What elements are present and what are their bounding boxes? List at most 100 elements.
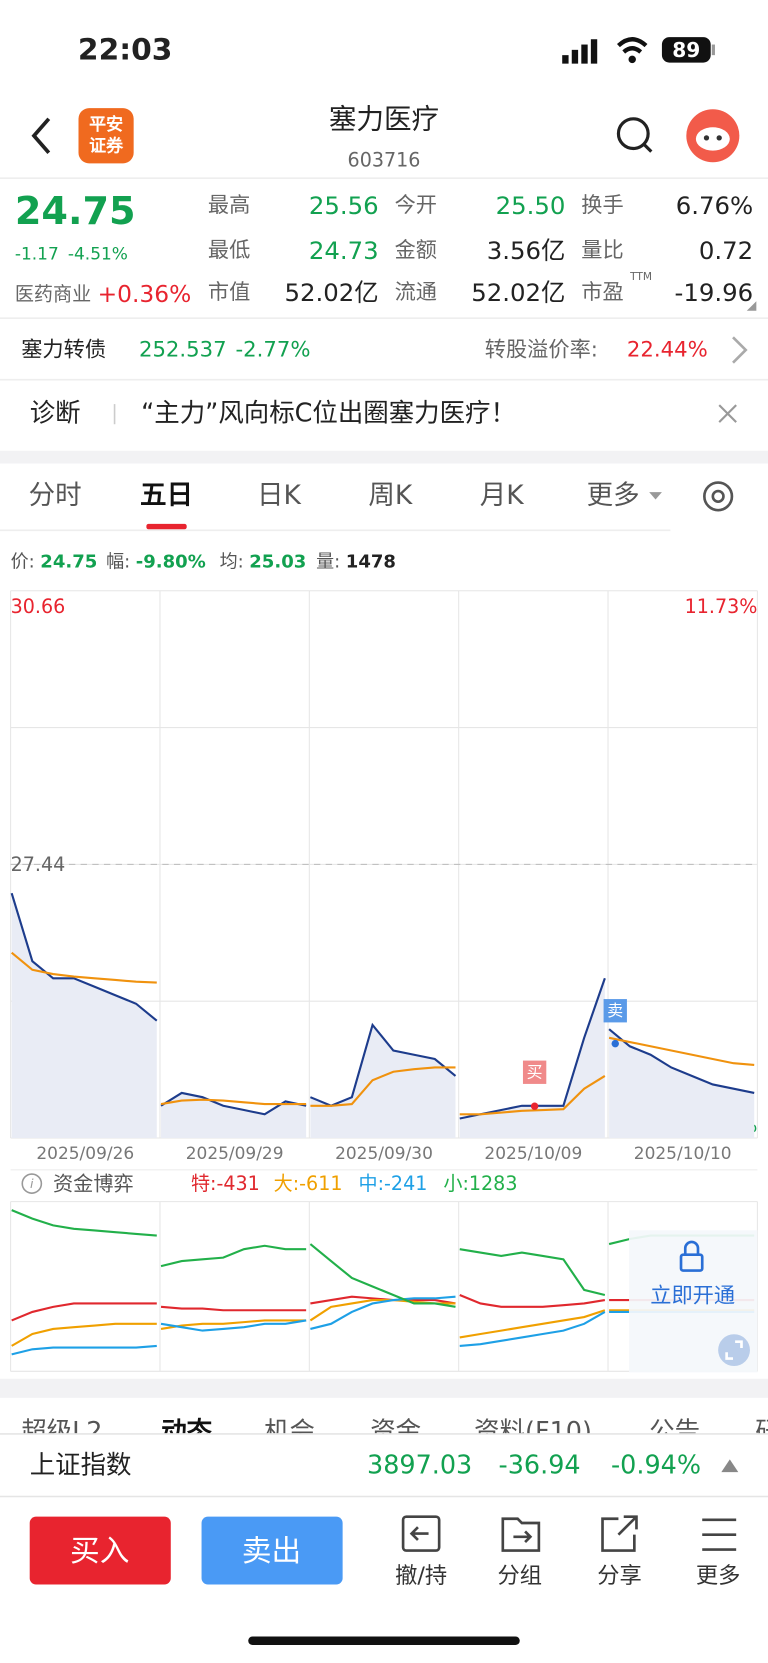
bond-arrow[interactable] xyxy=(732,336,748,364)
fund-line xyxy=(11,1344,157,1356)
price-line xyxy=(608,1028,755,1094)
sector-change: +0.36% xyxy=(98,280,192,308)
fund-line xyxy=(309,1243,456,1308)
more-caret xyxy=(649,492,662,500)
chart-tab[interactable]: 分时 xyxy=(29,480,82,511)
bond-name[interactable]: 塞力转债 xyxy=(21,337,106,362)
x-tick-label: 2025/09/30 xyxy=(335,1144,433,1164)
info-label: 幅: xyxy=(106,552,130,573)
diagnosis-text[interactable]: “主力”风向标C位出圈塞力医疗！ xyxy=(141,399,516,429)
y2-tick-label: 11.73% xyxy=(685,595,758,618)
buy-label: 买 xyxy=(527,1063,543,1082)
sell-label: 卖 xyxy=(607,1001,623,1020)
average-line xyxy=(310,1066,456,1107)
tab-underline xyxy=(146,523,187,530)
expand-arrow[interactable] xyxy=(721,1459,739,1473)
gap xyxy=(0,1378,768,1398)
info-value: 24.75 xyxy=(40,552,97,573)
signal-icon xyxy=(562,39,598,64)
sell-button[interactable] xyxy=(201,1516,343,1585)
stat-label: 换手 xyxy=(581,193,623,218)
index-name[interactable]: 上证指数 xyxy=(30,1451,132,1481)
info-value: -9.80% xyxy=(136,552,206,573)
close-button[interactable] xyxy=(718,404,737,423)
assistant-avatar[interactable] xyxy=(686,109,740,163)
corner-mark xyxy=(746,301,757,311)
settings-button[interactable] xyxy=(703,481,734,512)
chart-tab[interactable]: 五日 xyxy=(140,480,193,511)
chart-tab[interactable]: 周K xyxy=(368,480,413,511)
index-change-pct: -0.94% xyxy=(611,1451,701,1481)
stat-value: 25.56 xyxy=(309,191,379,220)
premium-label: 转股溢价率: xyxy=(485,337,598,362)
tool-icons xyxy=(401,1515,737,1552)
stat-value: -19.96 xyxy=(675,278,754,307)
battery xyxy=(661,37,711,63)
fund-title: 资金博弈 xyxy=(53,1172,134,1196)
x-tick-label: 2025/10/09 xyxy=(484,1144,582,1164)
price-area xyxy=(161,1092,307,1139)
lock-icon xyxy=(679,1240,704,1272)
unlock-button[interactable]: 立即开通 xyxy=(650,1284,735,1309)
stat-label: 流通 xyxy=(395,280,437,305)
home-indicator xyxy=(248,1636,520,1645)
stat-value: 25.50 xyxy=(496,191,566,220)
fund-line xyxy=(459,1311,606,1347)
tool-label[interactable]: 撤/持 xyxy=(395,1563,447,1589)
stock-name: 塞力医疗 xyxy=(329,102,439,135)
price-line xyxy=(10,892,158,1022)
fund-line xyxy=(160,1319,307,1332)
chart-tab[interactable]: 月K xyxy=(480,480,525,511)
average-line xyxy=(459,1075,606,1116)
buy-dot xyxy=(530,1102,539,1110)
quote-stats: 最高 25.56 今开 25.50 换手 6.76% 最低 24.73 金额 3.56亿 量比 0.7… xyxy=(208,191,753,307)
gap xyxy=(0,450,768,464)
info-value: 1478 xyxy=(346,552,396,573)
info-icon xyxy=(21,1173,43,1194)
chart-tabs: 分时 五日 日K 周K 月K 更多 xyxy=(29,480,640,511)
x-tick-label: 2025/09/29 xyxy=(186,1144,284,1164)
back-button[interactable] xyxy=(31,117,51,154)
price-chart: 30.6627.4424.2211.73%-11.73%2025/09/2620… xyxy=(10,590,758,1164)
info-line: 价: 24.75 幅: -9.80% 均: 25.03 量: 1478 xyxy=(11,552,396,573)
expand-button[interactable] xyxy=(718,1334,750,1367)
price-area xyxy=(11,893,157,1139)
x-tick-label: 2025/09/26 xyxy=(36,1144,134,1164)
index-change: -36.94 xyxy=(499,1451,581,1481)
stat-label: 量比 xyxy=(581,238,623,263)
buy-button[interactable] xyxy=(29,1516,171,1585)
info-label: 量: xyxy=(316,552,340,573)
info-label: 均: xyxy=(220,552,244,573)
sector-name: 医药商业 xyxy=(15,282,91,305)
tool-label[interactable]: 分组 xyxy=(498,1563,543,1589)
chart-tab[interactable]: 日K xyxy=(257,480,302,511)
buy-marker xyxy=(522,1060,547,1084)
wifi-icon xyxy=(616,37,648,54)
stat-label: 市盈 xyxy=(581,280,623,305)
stat-value: 3.56亿 xyxy=(487,236,566,265)
price-area xyxy=(609,1029,755,1139)
buy-label[interactable]: 买入 xyxy=(70,1534,129,1569)
price-area xyxy=(310,1024,456,1139)
stat-value: 24.73 xyxy=(309,236,379,265)
sell-dot xyxy=(611,1039,619,1048)
stat-label: 金额 xyxy=(395,238,437,263)
sell-label[interactable]: 卖出 xyxy=(242,1534,301,1569)
tool-label[interactable]: 更多 xyxy=(696,1563,741,1589)
price-area xyxy=(459,978,605,1139)
diagnosis-label: 诊断 xyxy=(30,399,81,429)
fund-line xyxy=(160,1319,307,1330)
premium-value: 22.44% xyxy=(627,337,708,362)
stat-label: 市值 xyxy=(208,280,250,305)
battery-tip xyxy=(711,44,715,56)
search-button[interactable] xyxy=(616,117,653,153)
logo-text: 证券 xyxy=(89,135,124,156)
tool-label[interactable]: 分享 xyxy=(597,1563,642,1589)
x-tick-label: 2025/10/10 xyxy=(634,1144,732,1164)
stock-code: 603716 xyxy=(348,149,421,172)
chart-tab[interactable]: 更多 xyxy=(587,480,640,511)
average-line xyxy=(10,951,157,984)
info-label: 价: xyxy=(11,552,35,573)
stat-value: 52.02亿 xyxy=(285,278,379,307)
